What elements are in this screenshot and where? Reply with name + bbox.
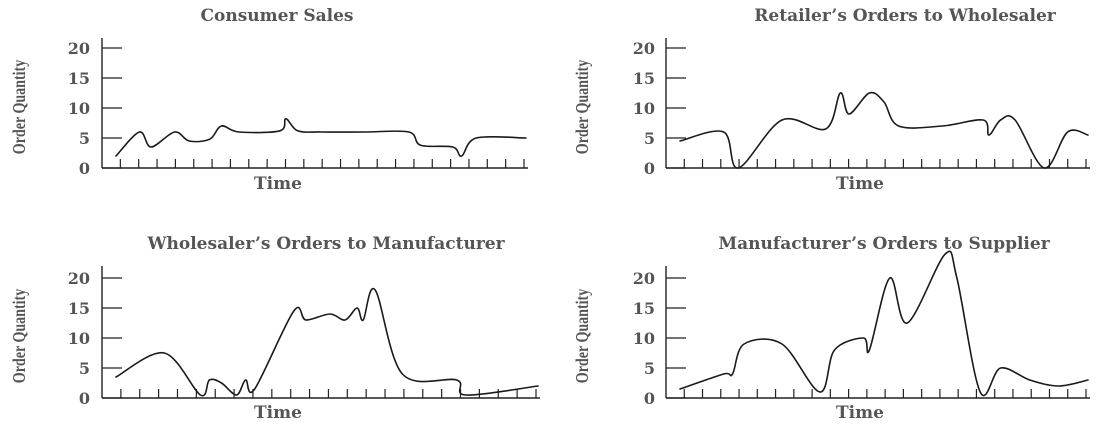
y-axis-label: Order Quantity [574, 60, 593, 154]
y-tick-label: 20 [68, 39, 90, 58]
y-tick-label: 15 [68, 299, 90, 318]
y-tick-label: 0 [79, 159, 90, 178]
y-axis-label: Order Quantity [574, 289, 593, 383]
y-tick-label: 15 [633, 69, 655, 88]
chart-title: Consumer Sales [201, 6, 354, 26]
series-line-1 [679, 91, 1089, 169]
y-tick-label: 15 [68, 69, 90, 88]
chart-panel-2: Retailer’s Orders to Wholesaler 0 5 10 15 20 T… [574, 6, 1090, 194]
chart-title: Manufacturer’s Orders to Supplier [718, 234, 1050, 254]
chart-title: Retailer’s Orders to Wholesaler [754, 6, 1056, 26]
y-tick-label: 10 [68, 99, 90, 118]
chart-panel-3: Wholesaler’s Orders to Manufacturer 0 5 10 1… [11, 234, 540, 423]
y-tick-label: 5 [644, 129, 655, 148]
x-axis-label: Time [254, 174, 302, 194]
y-tick-label: 10 [68, 329, 90, 348]
y-tick-label: 0 [644, 389, 655, 408]
chart-title: Wholesaler’s Orders to Manufacturer [146, 234, 505, 254]
x-axis-label: Time [836, 174, 884, 194]
series-line-1 [115, 287, 539, 397]
series-line-1 [115, 118, 527, 157]
y-axis-label: Order Quantity [11, 289, 30, 383]
y-tick-label: 0 [644, 159, 655, 178]
y-tick-label: 20 [633, 39, 655, 58]
x-axis-label: Time [254, 403, 302, 423]
chart-panel-4: Manufacturer’s Orders to Supplier 0 5 10 15 2… [574, 234, 1090, 423]
y-tick-label: 0 [79, 389, 90, 408]
y-tick-label: 10 [633, 329, 655, 348]
x-axis-label: Time [836, 403, 884, 423]
y-tick-label: 5 [79, 129, 90, 148]
y-tick-label: 5 [644, 359, 655, 378]
y-tick-label: 5 [79, 359, 90, 378]
chart-panel-1: Consumer Sales 0 5 10 15 20 Time Order Quantity [11, 6, 528, 194]
y-tick-label: 20 [633, 269, 655, 288]
y-tick-label: 20 [68, 269, 90, 288]
y-axis-label: Order Quantity [11, 60, 30, 154]
y-tick-label: 15 [633, 299, 655, 318]
y-tick-label: 10 [633, 99, 655, 118]
series-line-1 [679, 250, 1089, 397]
